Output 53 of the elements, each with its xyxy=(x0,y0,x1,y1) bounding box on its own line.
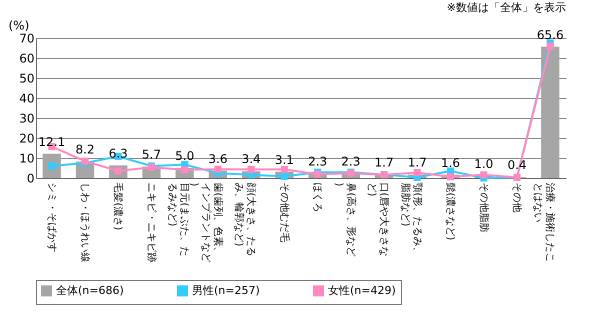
legend-label: 全体(n=686) xyxy=(56,284,124,297)
data-label: 65.6 xyxy=(536,28,564,42)
data-label: 3.1 xyxy=(274,152,294,167)
legend-label: 女性(n=429) xyxy=(328,284,396,297)
data-label: 3.4 xyxy=(242,152,261,166)
data-label: 5.7 xyxy=(142,148,162,162)
point xyxy=(280,172,288,180)
data-label: 1.7 xyxy=(374,156,394,170)
data-label: 5.0 xyxy=(175,149,194,163)
point xyxy=(480,171,488,178)
data-label: 2.3 xyxy=(341,154,360,168)
y-tick-label: 10 xyxy=(19,152,34,166)
data-label: 2.3 xyxy=(308,154,328,168)
y-tick-label: 60 xyxy=(19,52,34,66)
data-label: 1.7 xyxy=(408,156,427,170)
x-tick-label: シミ・そばかす xyxy=(46,182,57,252)
x-tick-label: 鼻(高さ、形など) xyxy=(332,182,357,256)
y-tick-label: 70 xyxy=(19,32,34,46)
x-tick-label: その他脂肪 xyxy=(478,182,490,232)
data-label: 0.4 xyxy=(507,158,527,172)
x-tick-label: しわ・ほうれい線 xyxy=(79,182,90,262)
x-tick-label: 髭(濃さなど) xyxy=(444,182,457,240)
data-label: 8.2 xyxy=(75,142,95,157)
legend-label: 男性(n=257) xyxy=(192,284,260,297)
point xyxy=(248,166,255,173)
x-tick-label: 顎(形、たるみ、脂肪など) xyxy=(399,182,422,256)
point xyxy=(414,169,421,176)
data-label: 12.1 xyxy=(38,134,66,149)
y-tick-label: 50 xyxy=(19,72,34,86)
point xyxy=(280,166,288,173)
y-axis-title: (%) xyxy=(8,18,30,32)
y-tick-label: 0 xyxy=(26,172,34,186)
x-tick-label: 毛髪(濃さ) xyxy=(112,182,124,230)
x-tick-label: 目元(まぶた、たるみなど) xyxy=(166,182,190,256)
x-tick-label: 歯(歯列、色素、インプラントなど) xyxy=(188,182,224,262)
x-tick-label: 口(唇や大きさなど) xyxy=(366,182,390,256)
data-label: 1.6 xyxy=(440,156,460,170)
x-tick-label: その他 xyxy=(510,182,523,212)
data-label: 3.6 xyxy=(208,152,228,166)
y-tick-label: 30 xyxy=(19,112,34,126)
y-tick-label: 40 xyxy=(19,92,34,106)
bar xyxy=(541,46,560,178)
x-tick-label: その他むだ毛 xyxy=(278,182,290,242)
x-tick-label: 治療・施術したことはない xyxy=(532,182,556,262)
data-label: 1.0 xyxy=(474,157,494,171)
y-tick-label: 20 xyxy=(19,132,34,146)
point xyxy=(546,42,554,50)
x-tick-label: ニキビ・ニキビ跡 xyxy=(145,182,158,262)
x-tick-label: ほくろ xyxy=(312,182,323,212)
text: ※数値は「全体」を表示 xyxy=(446,1,566,14)
x-tick-label: 顔(大きさ、たるみ、輪郭など) xyxy=(233,182,258,256)
point xyxy=(214,166,222,173)
point xyxy=(446,173,454,180)
